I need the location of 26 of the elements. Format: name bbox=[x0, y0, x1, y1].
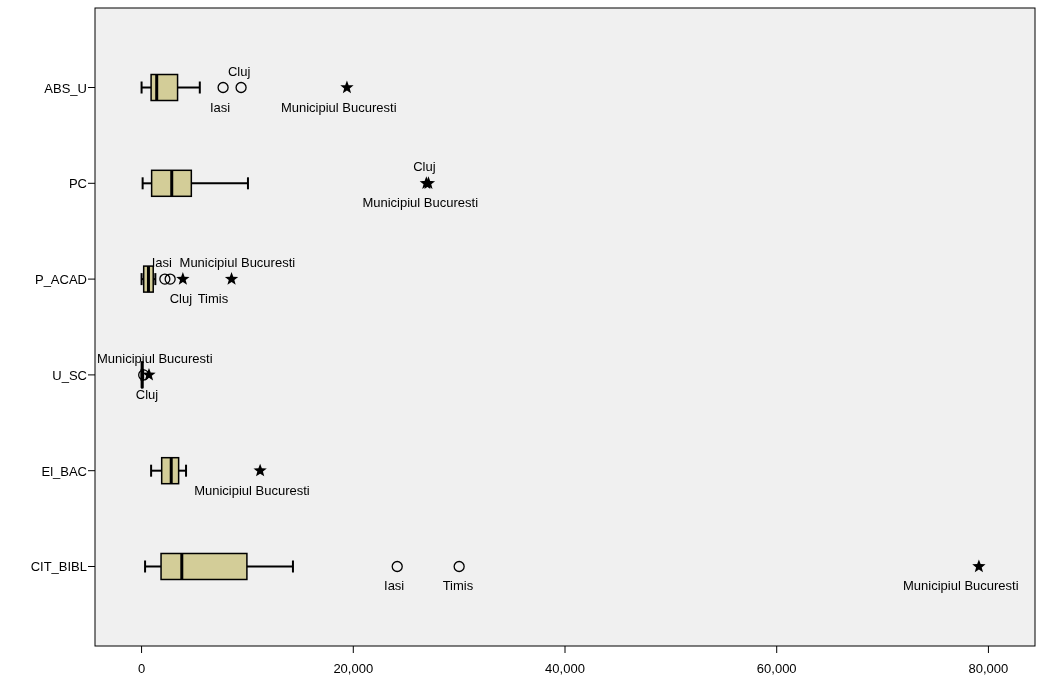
y-tick-label: El_BAC bbox=[41, 463, 87, 479]
annotation: Municipiul Bucuresti bbox=[194, 482, 310, 498]
y-tick-label: ABS_U bbox=[44, 80, 87, 96]
annotation: Cluj bbox=[413, 159, 436, 175]
annotation: Cluj bbox=[135, 386, 159, 402]
annotation: Cluj bbox=[227, 63, 251, 79]
x-tick-label: 60,000 bbox=[756, 661, 797, 676]
annotation: Municipiul Bucuresti bbox=[280, 99, 397, 115]
annotation: Cluj bbox=[169, 291, 193, 307]
x-tick-label: 20,000 bbox=[333, 661, 374, 676]
annotation: Municipiul Bucuresti bbox=[179, 255, 296, 271]
annotation: Timis bbox=[442, 578, 474, 594]
annotation: Iasi bbox=[384, 578, 405, 594]
annotation: Timis bbox=[197, 291, 229, 307]
annotation: Municipiul Bucuresti bbox=[362, 195, 479, 211]
annotation: Municipiul Bucuresti bbox=[903, 578, 1019, 594]
annotation: Iasi bbox=[209, 99, 231, 115]
x-tick-label: 0 bbox=[137, 661, 146, 676]
annotation: Iasi bbox=[151, 255, 173, 271]
y-tick-label: CIT_BIBL bbox=[30, 559, 87, 575]
y-tick-label: P_ACAD bbox=[34, 272, 87, 288]
annotation: Municipiul Bucuresti bbox=[97, 350, 213, 366]
x-tick-label: 40,000 bbox=[545, 661, 585, 676]
x-tick-label: 80,000 bbox=[968, 661, 1009, 676]
y-tick-label: PC bbox=[68, 176, 87, 192]
y-tick-label: U_SC bbox=[52, 367, 87, 383]
